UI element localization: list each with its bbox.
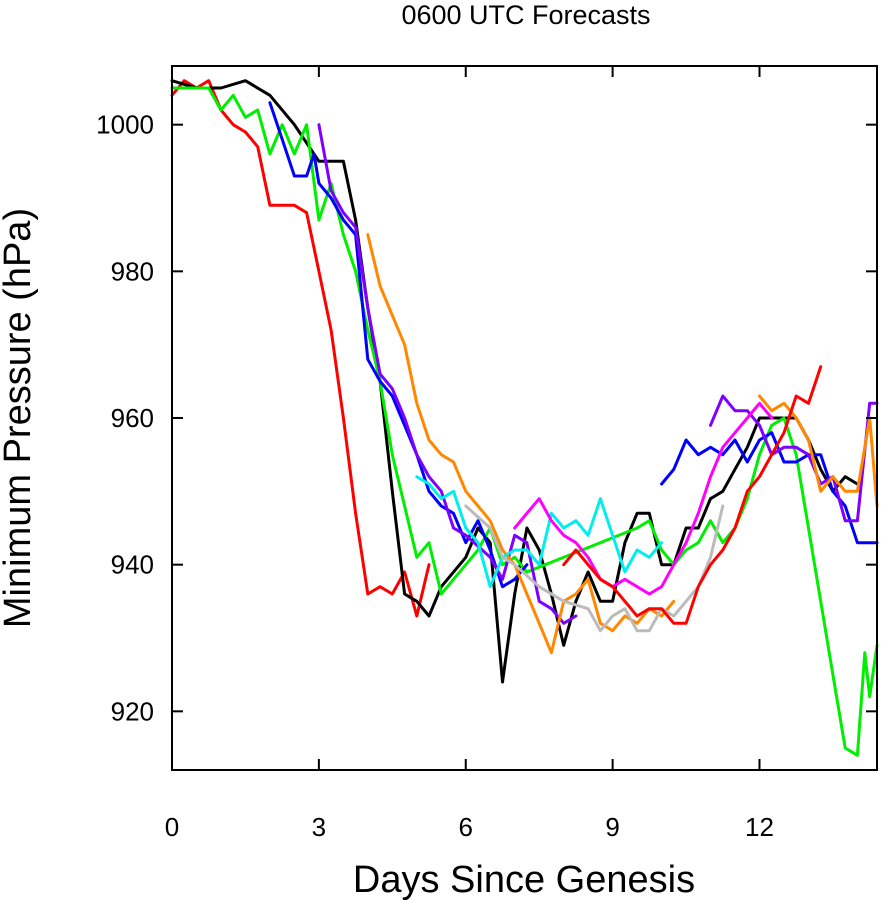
tick-layer: 0 3 6 9 12 920 940 960 980 1000 <box>96 66 877 842</box>
series-line-12 <box>513 401 774 596</box>
series-line-10 <box>415 475 664 589</box>
series-layer <box>170 79 879 757</box>
chart-title: 0600 UTC Forecasts <box>401 0 650 30</box>
series-line-11 <box>464 504 725 633</box>
y-tick-label: 1000 <box>96 110 154 140</box>
series-line-2 <box>170 79 859 684</box>
x-tick-label: 9 <box>605 812 619 842</box>
series-line-1 <box>170 79 431 618</box>
series-line-4 <box>268 101 529 589</box>
x-axis-title: Days Since Genesis <box>353 859 695 900</box>
series-line-3 <box>170 86 879 757</box>
x-tick-label: 3 <box>312 812 326 842</box>
x-tick-label: 12 <box>745 812 774 842</box>
series-line-8 <box>366 233 676 655</box>
y-axis-title: Minimum Pressure (hPa) <box>0 208 39 628</box>
x-tick-label: 0 <box>165 812 179 842</box>
y-tick-label: 980 <box>111 256 154 286</box>
x-tick-label: 6 <box>459 812 473 842</box>
y-tick-label: 960 <box>111 403 154 433</box>
series-line-13 <box>562 365 823 625</box>
series-line-7 <box>709 394 879 523</box>
y-tick-label: 920 <box>111 696 154 726</box>
series-line-9 <box>758 394 879 508</box>
y-tick-label: 940 <box>111 550 154 580</box>
